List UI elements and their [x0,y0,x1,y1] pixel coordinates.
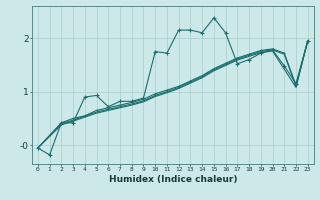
X-axis label: Humidex (Indice chaleur): Humidex (Indice chaleur) [108,175,237,184]
